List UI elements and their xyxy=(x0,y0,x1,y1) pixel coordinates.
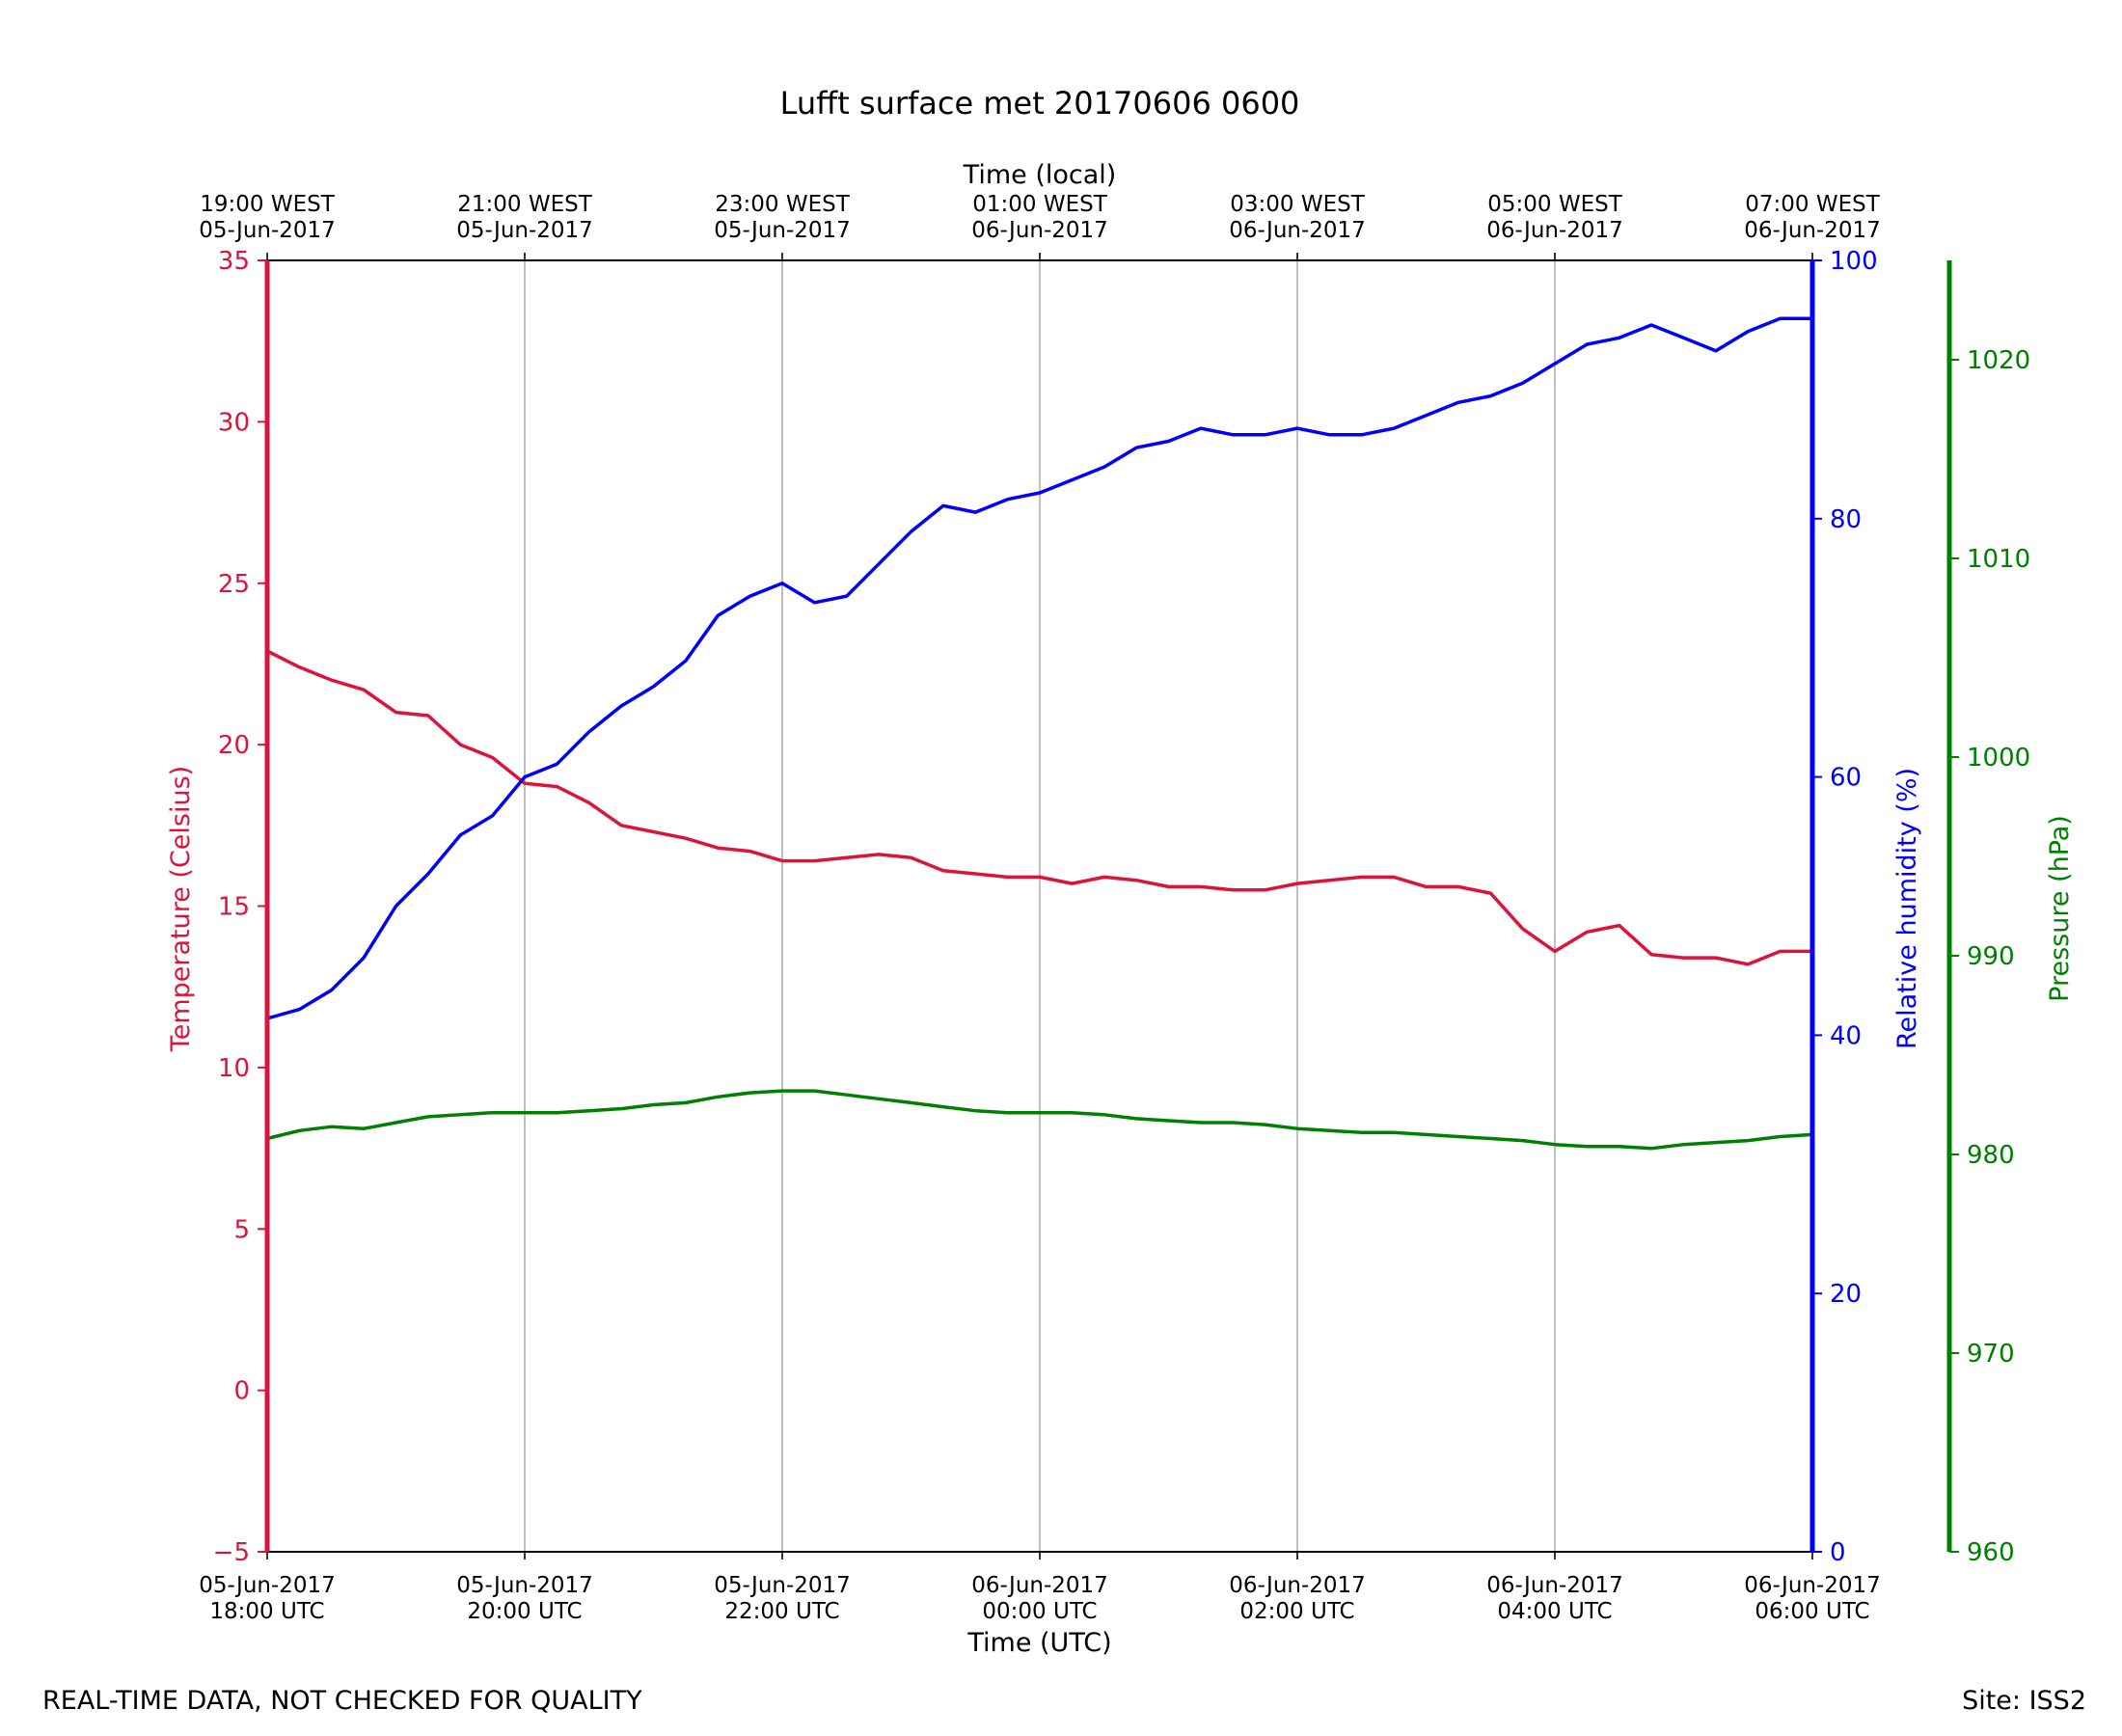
pressure-tick-label: 1020 xyxy=(1967,346,2030,375)
x-tick-time: 06:00 UTC xyxy=(1755,1599,1869,1624)
top-tick-date: 06-Jun-2017 xyxy=(1229,218,1366,243)
x-tick-date: 06-Jun-2017 xyxy=(1486,1573,1623,1598)
temperature-axis-label: Temperature (Celsius) xyxy=(166,766,196,1052)
x-tick-date: 06-Jun-2017 xyxy=(1229,1573,1366,1598)
pressure-tick-label: 1010 xyxy=(1967,545,2030,574)
x-axis-label: Time (UTC) xyxy=(966,1628,1111,1658)
data-series xyxy=(265,316,1814,1151)
x-tick-date: 05-Jun-2017 xyxy=(199,1573,336,1598)
x-tick-time: 00:00 UTC xyxy=(982,1599,1097,1624)
temperature-tick-label: 20 xyxy=(218,731,250,760)
humidity-tick-label: 80 xyxy=(1830,505,1862,534)
site-label: Site: ISS2 xyxy=(1962,1686,2086,1716)
temperature-tick-label: 10 xyxy=(218,1054,250,1083)
top-tick-time: 21:00 WEST xyxy=(457,192,592,217)
humidity-tick-label: 100 xyxy=(1830,247,1878,276)
x-tick-time: 04:00 UTC xyxy=(1497,1599,1612,1624)
x-tick-date: 05-Jun-2017 xyxy=(456,1573,593,1598)
top-tick-date: 05-Jun-2017 xyxy=(456,218,593,243)
temperature-tick-label: 0 xyxy=(233,1377,250,1406)
temperature-tick-label: 5 xyxy=(233,1215,250,1244)
top-tick-time: 07:00 WEST xyxy=(1745,192,1880,217)
axes xyxy=(264,259,1952,1553)
top-tick-date: 06-Jun-2017 xyxy=(1744,218,1881,243)
x-tick-time: 20:00 UTC xyxy=(467,1599,582,1624)
grid-lines xyxy=(524,260,1556,1552)
temperature-tick-label: 15 xyxy=(218,893,250,922)
x-tick-date: 05-Jun-2017 xyxy=(714,1573,851,1598)
top-tick-time: 23:00 WEST xyxy=(715,192,850,217)
humidity-axis-label: Relative humidity (%) xyxy=(1892,768,1922,1049)
humidity-tick-label: 0 xyxy=(1830,1538,1846,1567)
pressure-tick-label: 970 xyxy=(1967,1340,2015,1369)
top-tick-date: 06-Jun-2017 xyxy=(1486,218,1623,243)
top-tick-time: 01:00 WEST xyxy=(972,192,1107,217)
pressure-tick-label: 990 xyxy=(1967,942,2015,971)
temperature-tick-label: 25 xyxy=(218,570,250,599)
pressure-tick-label: 1000 xyxy=(1967,744,2030,773)
chart-title: Lufft surface met 20170606 0600 xyxy=(780,85,1300,122)
temperature-series-line xyxy=(265,649,1814,966)
top-tick-time: 05:00 WEST xyxy=(1487,192,1622,217)
pressure-series-line xyxy=(265,1089,1814,1151)
pressure-axis-label: Pressure (hPa) xyxy=(2045,815,2075,1002)
temperature-tick-label: −5 xyxy=(213,1538,250,1567)
x-tick-date: 06-Jun-2017 xyxy=(1744,1573,1881,1598)
top-tick-time: 19:00 WEST xyxy=(200,192,335,217)
humidity-series-line xyxy=(265,316,1814,1020)
pressure-tick-label: 960 xyxy=(1967,1538,2015,1567)
top-tick-date: 05-Jun-2017 xyxy=(199,218,336,243)
humidity-tick-label: 20 xyxy=(1830,1280,1862,1309)
top-tick-date: 05-Jun-2017 xyxy=(714,218,851,243)
temperature-tick-label: 35 xyxy=(218,247,250,276)
humidity-tick-label: 60 xyxy=(1830,764,1862,793)
x-tick-time: 02:00 UTC xyxy=(1239,1599,1354,1624)
humidity-tick-label: 40 xyxy=(1830,1021,1862,1050)
x-tick-time: 22:00 UTC xyxy=(724,1599,839,1624)
top-tick-time: 03:00 WEST xyxy=(1230,192,1365,217)
pressure-tick-label: 980 xyxy=(1967,1141,2015,1170)
x-tick-time: 18:00 UTC xyxy=(209,1599,324,1624)
top-tick-date: 06-Jun-2017 xyxy=(971,218,1108,243)
top-axis-label: Time (local) xyxy=(963,160,1117,190)
x-tick-date: 06-Jun-2017 xyxy=(971,1573,1108,1598)
temperature-tick-label: 30 xyxy=(218,408,250,437)
quality-note: REAL-TIME DATA, NOT CHECKED FOR QUALITY xyxy=(42,1686,642,1716)
